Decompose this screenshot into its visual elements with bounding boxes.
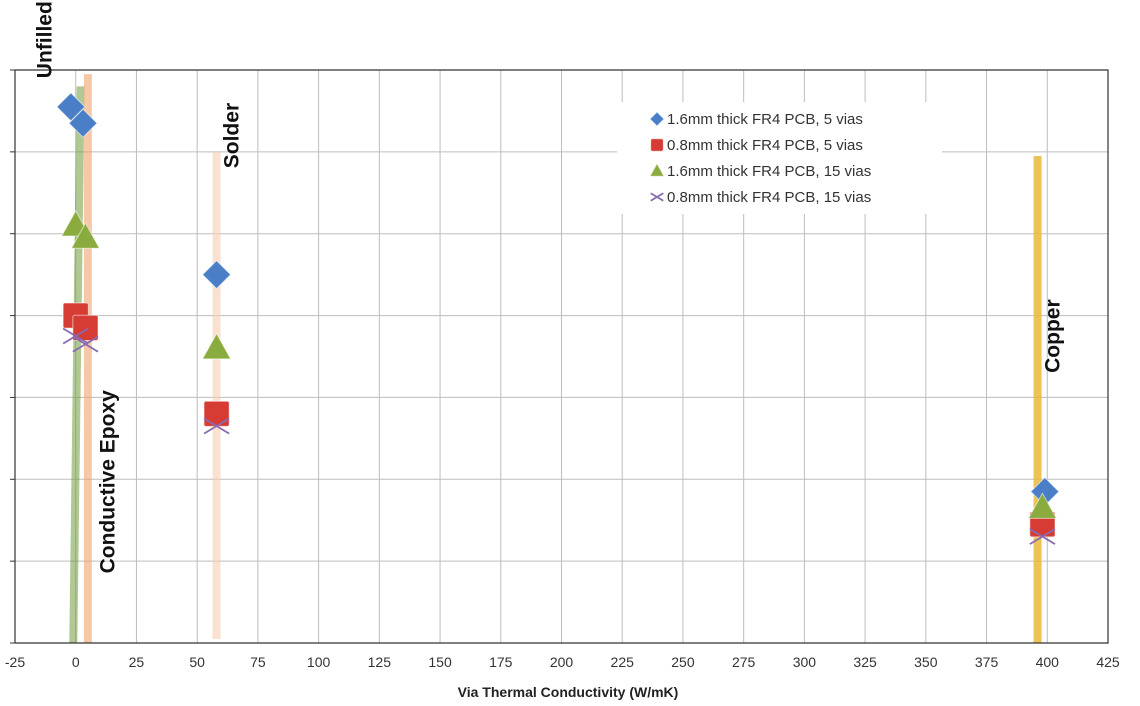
data-point bbox=[62, 327, 89, 345]
annotation-label: Unfilled bbox=[33, 1, 56, 78]
x-tick-label: 50 bbox=[189, 654, 205, 670]
x-tick-label: 325 bbox=[853, 654, 877, 670]
series-2 bbox=[62, 302, 1056, 538]
annotations: Unfilled Solder Conductive Epoxy Copper bbox=[33, 1, 1064, 573]
legend-marker bbox=[650, 192, 664, 202]
x-tick-label: 350 bbox=[914, 654, 938, 670]
data-points bbox=[56, 92, 1060, 545]
x-tick-label: 400 bbox=[1036, 654, 1060, 670]
data-point bbox=[201, 332, 232, 360]
x-tick-label: 100 bbox=[307, 654, 331, 670]
data-point bbox=[203, 417, 230, 435]
plot-border bbox=[15, 69, 1109, 644]
x-tick-label: 25 bbox=[129, 654, 145, 670]
plot-frame bbox=[10, 69, 1109, 644]
annotation-label: Conductive Epoxy bbox=[97, 390, 120, 574]
x-tick-label: 175 bbox=[489, 654, 513, 670]
annotation-label: Copper bbox=[1041, 299, 1064, 373]
x-tick-label: 150 bbox=[428, 654, 452, 670]
legend-box bbox=[617, 102, 942, 214]
x-axis-title: Via Thermal Conductivity (W/mK) bbox=[458, 684, 679, 700]
filler-bands bbox=[69, 74, 1042, 644]
data-point bbox=[68, 108, 98, 138]
series-3 bbox=[60, 209, 1058, 519]
x-tick-label: 0 bbox=[72, 654, 80, 670]
series-4 bbox=[62, 327, 1056, 545]
x-tick-label: 375 bbox=[975, 654, 999, 670]
x-tick-label: 125 bbox=[368, 654, 392, 670]
data-point bbox=[1027, 492, 1058, 519]
x-tick-label: 425 bbox=[1096, 654, 1120, 670]
legend-marker bbox=[649, 162, 665, 177]
series-1 bbox=[56, 92, 1060, 507]
x-tick-label: -25 bbox=[5, 654, 25, 670]
x-tick-label: 75 bbox=[250, 654, 266, 670]
legend-marker bbox=[649, 111, 665, 127]
legend-label: 0.8mm thick FR4 PCB, 15 vias bbox=[667, 189, 871, 206]
data-point bbox=[70, 222, 101, 249]
gridlines bbox=[14, 70, 1109, 643]
data-point bbox=[1029, 528, 1056, 545]
x-tick-label: 225 bbox=[611, 654, 635, 670]
data-point bbox=[72, 335, 99, 353]
legend-marker bbox=[650, 138, 664, 152]
data-point bbox=[203, 400, 230, 427]
x-tick-label: 200 bbox=[550, 654, 574, 670]
x-tick-label: 275 bbox=[732, 654, 756, 670]
legend-label: 1.6mm thick FR4 PCB, 5 vias bbox=[667, 111, 863, 128]
band-unfilled bbox=[69, 86, 85, 644]
x-tick-labels: -25 0 25 50 75 100 125 150 175 200 225 250 275 300 325… bbox=[5, 654, 1120, 670]
data-point bbox=[201, 259, 232, 290]
legend-label: 1.6mm thick FR4 PCB, 15 vias bbox=[667, 163, 871, 180]
x-tick-label: 300 bbox=[793, 654, 817, 670]
legend-label: 0.8mm thick FR4 PCB, 5 vias bbox=[667, 137, 863, 154]
annotation-label: Solder bbox=[220, 103, 243, 168]
x-tick-label: 250 bbox=[671, 654, 695, 670]
legend: 1.6mm thick FR4 PCB, 5 vias 0.8mm thick F… bbox=[617, 102, 942, 214]
